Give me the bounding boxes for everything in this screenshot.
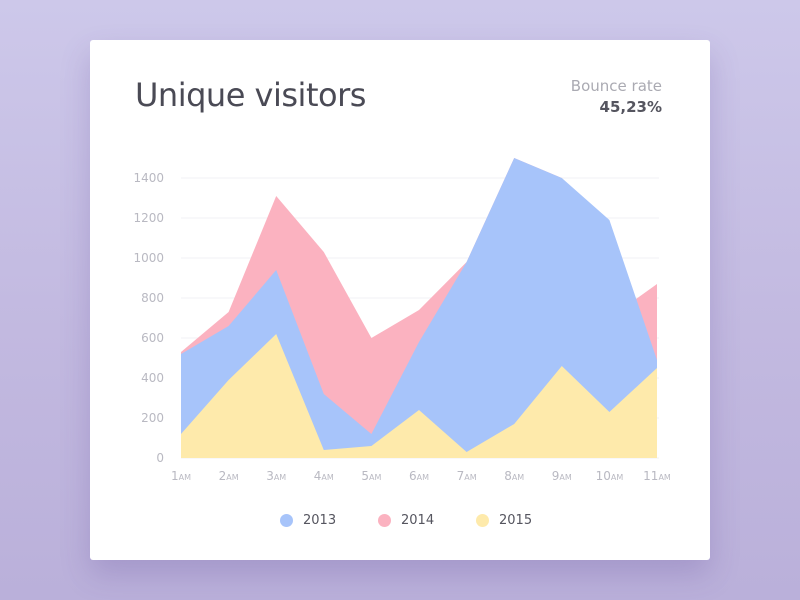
legend-dot-icon [378, 513, 391, 527]
x-tick-label: 5AM [361, 469, 381, 483]
bounce-rate-label: Bounce rate [570, 77, 662, 95]
y-tick-label: 800 [141, 291, 164, 305]
legend-dot-icon [280, 513, 293, 527]
x-tick-label: 3AM [266, 469, 286, 483]
legend-dot-icon [476, 513, 489, 527]
bounce-rate-value: 45,23% [599, 98, 662, 116]
x-tick-label: 10AM [596, 469, 624, 483]
y-tick-label: 1200 [133, 211, 164, 225]
legend-label: 2014 [401, 512, 435, 528]
area-chart: 0 200 400 600 800 1000 1200 1400 1AM 2AM 3AM 4AM 5AM… [133, 158, 671, 483]
y-tick-label: 200 [141, 411, 164, 425]
x-tick-label: 2AM [219, 469, 239, 483]
x-tick-label: 6AM [409, 469, 429, 483]
x-tick-label: 7AM [457, 469, 477, 483]
y-tick-label: 1000 [133, 251, 164, 265]
x-tick-label: 4AM [314, 469, 334, 483]
chart-legend: 2013 2014 2015 [90, 510, 710, 530]
y-tick-label: 0 [156, 451, 164, 465]
bounce-rate: Bounce rate 45,23% [571, 76, 662, 118]
x-tick-label: 11AM [643, 469, 671, 483]
legend-item-2015[interactable]: 2015 [476, 510, 532, 530]
legend-item-2013[interactable]: 2013 [280, 510, 336, 530]
y-tick-label: 600 [141, 331, 164, 345]
chart-card: Unique visitors Bounce rate 45,23% 0 200 4… [90, 40, 710, 560]
x-tick-label: 9AM [552, 469, 572, 483]
y-tick-label: 1400 [133, 171, 164, 185]
area-series-2015 [181, 334, 657, 458]
x-tick-label: 8AM [504, 469, 524, 483]
y-tick-label: 400 [141, 371, 164, 385]
area-series-2013 [181, 158, 657, 458]
x-tick-label: 1AM [171, 469, 191, 483]
legend-label: 2015 [499, 512, 533, 528]
legend-item-2014[interactable]: 2014 [378, 510, 434, 530]
legend-label: 2013 [303, 512, 337, 528]
axes: 0 200 400 600 800 1000 1200 1400 1AM 2AM 3AM 4AM 5AM… [133, 171, 670, 483]
chart-title: Unique visitors [135, 76, 366, 114]
areas [181, 158, 657, 458]
